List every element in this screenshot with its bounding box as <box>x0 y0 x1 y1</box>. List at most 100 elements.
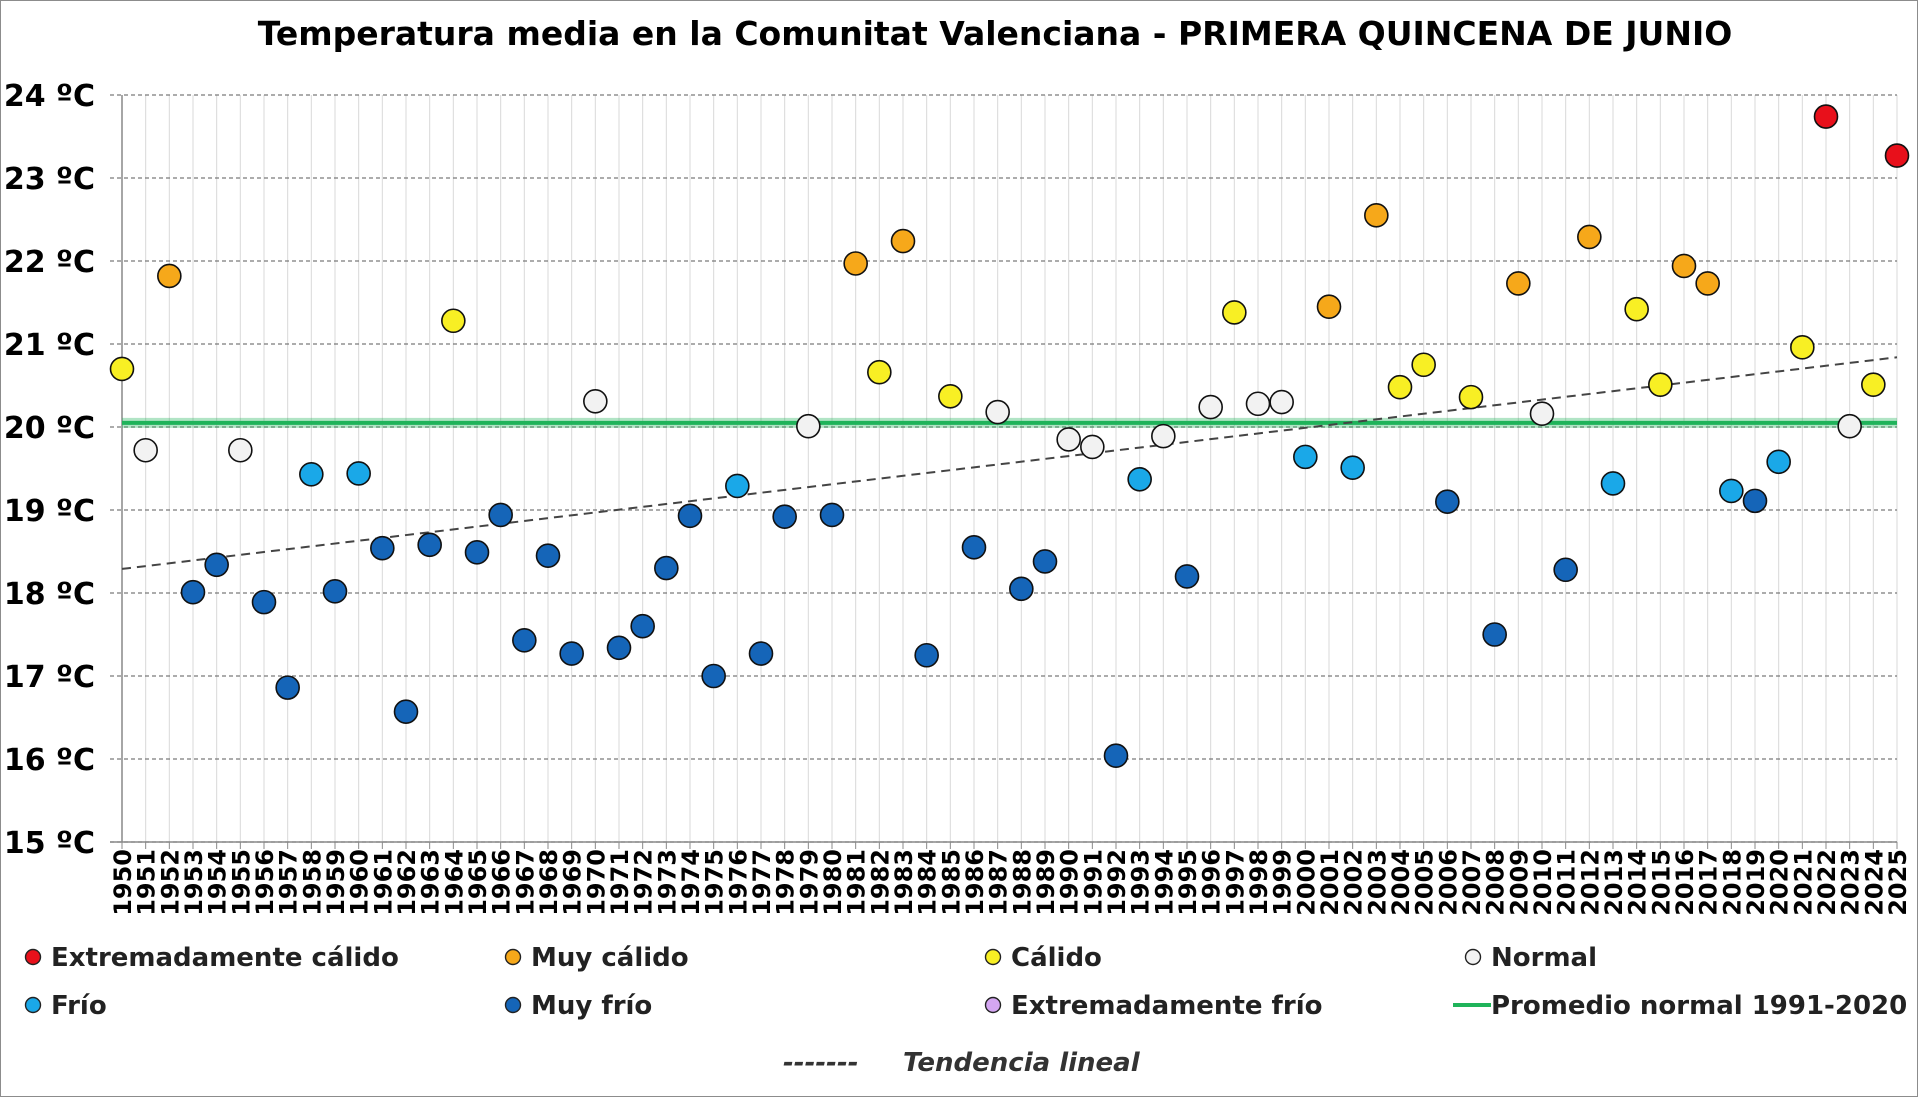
legend-marker-ext_frio <box>984 996 1002 1014</box>
data-point-2019 <box>1742 488 1768 514</box>
series-layer <box>109 104 1910 768</box>
y-tick-label: 23 ºC <box>4 162 95 197</box>
legend-marker-muy_calido <box>504 948 522 966</box>
y-tick-label: 24 ºC <box>4 79 95 114</box>
x-tick-label: 2020 <box>1766 849 1794 916</box>
x-tick-label: 2015 <box>1647 849 1675 916</box>
legend-label: Normal <box>1491 943 1597 973</box>
x-tick-label: 1998 <box>1245 849 1273 916</box>
x-tick-label: 1990 <box>1056 849 1084 916</box>
x-tick-label: 1975 <box>701 849 729 916</box>
x-tick-label: 1996 <box>1198 849 1226 916</box>
x-tick-label: 2006 <box>1434 849 1462 916</box>
x-tick-label: 1965 <box>464 849 492 916</box>
x-tick-label: 2000 <box>1292 849 1320 916</box>
legend-label: Cálido <box>1011 943 1102 973</box>
data-point-1975 <box>701 663 726 689</box>
legend-marker-normal <box>1464 948 1482 966</box>
data-point-1990 <box>1056 427 1081 452</box>
data-point-1953 <box>180 579 206 605</box>
legend-marker-ext_calido <box>24 948 42 966</box>
x-tick-label: 1977 <box>748 849 776 916</box>
data-point-2011 <box>1553 557 1578 583</box>
legend-label: Extremadamente frío <box>1011 991 1322 1021</box>
data-point-2025 <box>1884 143 1910 168</box>
axis-layer: 24 ºC 23 ºC 22 ºC 21 ºC 20 ºC 19 ºC 18 ºC 17 ºC… <box>4 79 1912 916</box>
data-point-1988 <box>1009 576 1034 602</box>
data-point-2007 <box>1458 384 1484 410</box>
data-point-2003 <box>1364 203 1389 228</box>
data-point-2002 <box>1340 455 1365 480</box>
y-tick-label: 16 ºC <box>4 743 95 778</box>
x-tick-label: 1983 <box>890 849 918 916</box>
data-point-1951 <box>133 437 158 463</box>
data-point-1999 <box>1269 389 1294 415</box>
x-tick-label: 1951 <box>133 849 161 916</box>
x-tick-label: 2009 <box>1505 849 1533 916</box>
x-tick-label: 1964 <box>440 849 468 916</box>
x-tick-label: 1968 <box>535 849 563 916</box>
x-tick-label: 1962 <box>393 849 421 916</box>
x-tick-label: 1982 <box>866 849 894 916</box>
legend-trend-label: Tendencia lineal <box>903 1048 1141 1078</box>
x-tick-label: 1961 <box>369 849 397 916</box>
data-point-2020 <box>1766 449 1791 475</box>
data-point-1969 <box>559 641 584 666</box>
x-tick-label: 2022 <box>1813 849 1841 916</box>
x-tick-label: 1994 <box>1150 849 1178 916</box>
x-tick-label: 1963 <box>417 849 445 916</box>
data-point-2006 <box>1435 489 1460 515</box>
x-tick-label: 2023 <box>1837 849 1865 916</box>
data-point-1950 <box>109 356 135 382</box>
x-tick-label: 1995 <box>1174 849 1202 916</box>
x-tick-label: 1966 <box>488 849 516 916</box>
x-tick-label: 1955 <box>227 849 255 916</box>
data-point-2021 <box>1790 335 1815 360</box>
data-point-1995 <box>1174 564 1200 589</box>
data-point-2009 <box>1506 271 1531 296</box>
legend-label: Muy frío <box>531 991 652 1021</box>
trend-line <box>121 356 1898 570</box>
x-tick-label: 1985 <box>937 849 965 916</box>
x-tick-label: 1976 <box>724 849 752 916</box>
data-point-1981 <box>843 251 868 276</box>
data-point-1961 <box>370 535 395 561</box>
x-tick-label: 2018 <box>1718 849 1746 916</box>
x-tick-label: 1986 <box>961 849 989 916</box>
x-tick-label: 2017 <box>1695 849 1723 916</box>
data-point-1984 <box>914 642 939 668</box>
data-point-1954 <box>204 552 229 578</box>
data-point-2001 <box>1316 294 1342 319</box>
data-point-1994 <box>1151 423 1176 449</box>
data-point-1989 <box>1032 549 1058 574</box>
data-point-1956 <box>251 589 277 615</box>
x-tick-label: 1950 <box>109 849 137 916</box>
x-tick-label: 2001 <box>1316 849 1344 916</box>
data-point-1964 <box>441 308 466 334</box>
data-point-2016 <box>1671 253 1697 279</box>
x-tick-label: 1956 <box>251 849 279 916</box>
data-point-1982 <box>867 359 892 385</box>
x-tick-label: 1974 <box>677 849 705 916</box>
x-tick-label: 1987 <box>985 849 1013 916</box>
x-tick-label: 2012 <box>1576 849 1604 916</box>
x-tick-label: 1958 <box>298 849 326 916</box>
y-tick-label: 18 ºC <box>4 577 95 612</box>
data-point-1976 <box>725 473 750 499</box>
legend-marker-muy_frio <box>504 996 522 1014</box>
x-tick-label: 2024 <box>1860 849 1888 916</box>
data-point-1970 <box>583 388 608 414</box>
data-point-2005 <box>1411 352 1436 378</box>
data-point-1972 <box>630 613 655 639</box>
x-tick-label: 1971 <box>606 849 634 916</box>
x-tick-label: 1959 <box>322 849 350 916</box>
x-tick-label: 2008 <box>1482 849 1510 916</box>
data-point-1991 <box>1080 434 1105 460</box>
x-tick-label: 2011 <box>1553 849 1581 916</box>
x-tick-label: 1973 <box>653 849 681 916</box>
data-point-1965 <box>464 540 490 565</box>
x-tick-label: 1999 <box>1269 849 1297 916</box>
data-point-2023 <box>1837 413 1862 439</box>
